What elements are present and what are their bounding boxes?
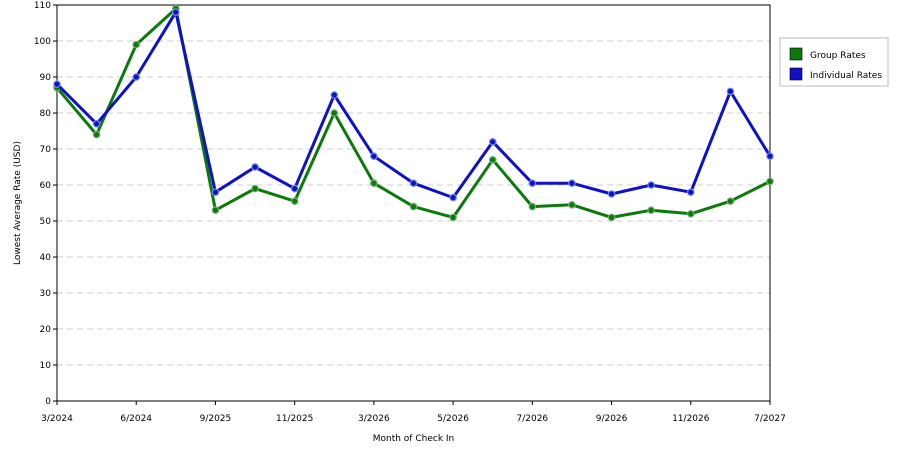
- data-point-group-rates-2: [132, 40, 141, 49]
- data-point-group-rates-1: [92, 130, 101, 139]
- y-tick-label-80: 80: [40, 109, 52, 119]
- plot-area: [56, 4, 771, 402]
- legend: Group Rates Individual Rates: [779, 37, 889, 87]
- y-axis-ticks: 0 10 20 30 40 50 60 70 80 90 100 110: [34, 1, 57, 407]
- y-tick-label-0: 0: [45, 397, 51, 407]
- data-point-individual-rates-7: [330, 91, 339, 99]
- data-point-individual-rates-10: [449, 193, 457, 202]
- x-tick-label-3: 11/2025: [276, 414, 313, 424]
- data-point-group-rates-14: [607, 213, 616, 222]
- data-point-individual-rates-3: [172, 8, 180, 17]
- data-point-group-rates-11: [488, 156, 497, 164]
- data-point-individual-rates-13: [568, 179, 576, 188]
- y-tick-label-100: 100: [34, 37, 51, 47]
- x-tick-label-7: 9/2026: [596, 414, 628, 424]
- y-tick-label-10: 10: [40, 361, 52, 371]
- series-line-individual-rates: [55, 10, 772, 200]
- data-point-individual-rates-1: [92, 120, 101, 128]
- y-tick-label-70: 70: [40, 145, 52, 155]
- data-point-individual-rates-17: [726, 87, 735, 96]
- x-tick-label-6: 7/2026: [516, 414, 548, 424]
- x-axis-title: Month of Check In: [373, 434, 455, 444]
- y-tick-label-40: 40: [40, 253, 52, 263]
- legend-label-individual-rates: Individual Rates: [810, 71, 882, 81]
- data-point-individual-rates-18: [766, 152, 774, 161]
- data-point-group-rates-6: [290, 197, 299, 206]
- data-point-group-rates-8: [370, 179, 378, 188]
- y-tick-label-50: 50: [40, 217, 52, 227]
- x-tick-label-8: 11/2026: [672, 414, 710, 424]
- y-tick-label-90: 90: [40, 73, 52, 83]
- data-point-individual-rates-11: [488, 138, 497, 146]
- legend-swatch-individual-rates: [789, 67, 803, 81]
- data-point-individual-rates-0: [53, 80, 61, 89]
- data-point-individual-rates-9: [409, 179, 418, 188]
- data-point-group-rates-10: [449, 213, 457, 222]
- y-tick-label-110: 110: [34, 1, 51, 11]
- data-point-group-rates-18: [766, 177, 774, 186]
- y-tick-label-30: 30: [40, 289, 52, 299]
- y-axis-title: Lowest Average Rate (USD): [13, 141, 23, 265]
- data-point-group-rates-12: [528, 202, 537, 211]
- data-point-group-rates-17: [726, 197, 735, 206]
- data-point-individual-rates-5: [251, 163, 259, 171]
- data-point-individual-rates-6: [290, 184, 299, 193]
- data-point-individual-rates-15: [647, 181, 655, 189]
- data-point-group-rates-13: [568, 201, 576, 209]
- y-tick-label-60: 60: [40, 181, 52, 191]
- data-point-group-rates-7: [330, 109, 339, 117]
- x-tick-label-5: 5/2026: [437, 414, 469, 424]
- x-tick-label-1: 6/2024: [120, 414, 152, 424]
- data-point-individual-rates-16: [686, 188, 695, 197]
- y-tick-label-20: 20: [40, 325, 52, 335]
- legend-swatch-group-rates: [789, 47, 803, 61]
- data-point-group-rates-15: [647, 206, 655, 215]
- data-point-individual-rates-14: [607, 190, 616, 198]
- legend-label-group-rates: Group Rates: [810, 51, 866, 61]
- data-point-individual-rates-2: [132, 73, 141, 81]
- data-point-individual-rates-4: [211, 188, 220, 197]
- data-point-group-rates-4: [211, 206, 220, 215]
- x-tick-label-0: 3/2024: [41, 414, 73, 424]
- x-axis-ticks: 3/2024 6/2024 9/2025 11/2025 3/2026 5/2026 7/2…: [41, 401, 786, 424]
- data-point-group-rates-9: [409, 202, 418, 211]
- series-lines: [53, 4, 774, 222]
- data-point-group-rates-5: [251, 184, 259, 193]
- x-tick-label-4: 3/2026: [358, 414, 390, 424]
- data-point-individual-rates-8: [370, 152, 378, 161]
- x-tick-label-2: 9/2025: [200, 414, 232, 424]
- data-point-group-rates-16: [686, 210, 695, 218]
- x-tick-label-9: 7/2027: [754, 414, 786, 424]
- data-point-individual-rates-12: [528, 179, 537, 188]
